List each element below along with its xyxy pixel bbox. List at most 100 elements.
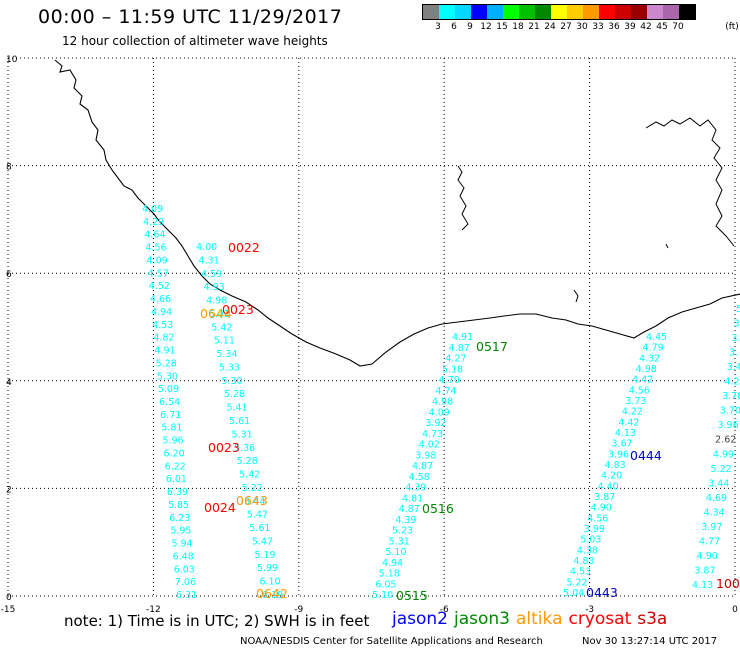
wave-height-value: 4.53 bbox=[152, 320, 173, 331]
legend-swatch bbox=[631, 5, 647, 19]
wave-height-value: 6.01 bbox=[166, 474, 187, 485]
wave-height-value: 6.54 bbox=[159, 397, 180, 408]
wave-height-value: 5.94 bbox=[171, 539, 192, 550]
longitude-tick-label: -15 bbox=[1, 605, 16, 615]
pass-time-label: 0644 bbox=[200, 306, 232, 321]
wave-height-value: 6.31 bbox=[176, 590, 197, 601]
wave-height-value: 4.81 bbox=[402, 493, 423, 504]
legend-tick-label: 45 bbox=[656, 22, 668, 32]
page-subtitle: 12 hour collection of altimeter wave hei… bbox=[62, 34, 328, 48]
wave-height-value: 5.85 bbox=[168, 500, 189, 511]
pass-time-label: 0024 bbox=[204, 500, 236, 515]
wave-height-value: 3.73 bbox=[625, 396, 646, 407]
satellite-name: jason2 bbox=[392, 609, 448, 629]
wave-height-value: 4.64 bbox=[144, 230, 165, 241]
wave-height-value: 6.71 bbox=[160, 410, 181, 421]
wave-height-value: 5.61 bbox=[229, 416, 250, 427]
wave-height-value: 5.96 bbox=[162, 436, 183, 447]
wave-height-value: 3.92 bbox=[425, 418, 446, 429]
wave-height-value: 5.04 bbox=[563, 588, 584, 599]
longitude-tick-label: -12 bbox=[146, 605, 161, 615]
wave-height-value: 6.48 bbox=[173, 551, 194, 562]
latitude-tick-label: 10 bbox=[6, 55, 18, 65]
wave-height-value: 4.34 bbox=[704, 507, 725, 518]
wave-height-value: 5.95 bbox=[170, 526, 191, 537]
wave-height-value: 5.42 bbox=[239, 470, 260, 481]
wave-height-value: 6.20 bbox=[164, 448, 185, 459]
wave-height-value: 4.09 bbox=[147, 255, 168, 266]
color-legend: 3 6 9 12 15 18 21 24 27 30 33 36 39 42 45 70 (ft) bbox=[422, 4, 739, 34]
wave-height-value: 5.10 bbox=[372, 590, 393, 601]
wave-height-value: 4.87 bbox=[399, 504, 420, 515]
wave-height-value: 5.18 bbox=[379, 569, 400, 580]
wave-height-value: 5.19 bbox=[254, 550, 275, 561]
legend-swatch bbox=[439, 5, 455, 19]
wave-height-value: 5.47 bbox=[247, 510, 268, 521]
wave-height-value: 6.22 bbox=[165, 461, 186, 472]
wave-height-value: 4.29 bbox=[143, 217, 164, 228]
legend-swatch bbox=[519, 5, 535, 19]
wave-height-value: 5.23 bbox=[392, 526, 413, 537]
wave-height-value: 4.58 bbox=[409, 472, 430, 483]
wave-height-value: 5.28 bbox=[237, 456, 258, 467]
legend-swatch bbox=[487, 5, 503, 19]
pass-time-label: 0515 bbox=[396, 588, 428, 603]
wave-height-value: 4.74 bbox=[435, 386, 456, 397]
coastline-island-b bbox=[645, 117, 735, 247]
wave-height-value: 3.44 bbox=[708, 478, 729, 489]
wave-height-value: 3.43 bbox=[727, 362, 740, 373]
credit-line: NOAA/NESDIS Center for Satellite Applica… bbox=[240, 636, 543, 647]
wave-height-value: 5.30 bbox=[221, 376, 242, 387]
wave-height-value: 4.87 bbox=[412, 461, 433, 472]
wave-height-value: 5.10 bbox=[385, 547, 406, 558]
wave-height-value: 6.10 bbox=[259, 577, 280, 588]
wave-height-value: 3. bbox=[731, 333, 740, 344]
wave-height-value: 4.02 bbox=[419, 440, 440, 451]
wave-height-value: 4.98 bbox=[432, 397, 453, 408]
altimeter-tracks: 4.094.294.644.564.094.574.524.664.944.53… bbox=[142, 204, 740, 601]
longitude-tick-label: -3 bbox=[585, 605, 594, 615]
legend-tick-label: 12 bbox=[480, 22, 492, 32]
pass-time-label: 0516 bbox=[422, 501, 454, 516]
wave-height-value: 5.03 bbox=[580, 535, 601, 546]
legend-swatch bbox=[423, 5, 439, 19]
wave-height-value: 3. bbox=[729, 348, 738, 359]
wave-height-value: 5.18 bbox=[442, 364, 463, 375]
legend-tick-label: 30 bbox=[576, 22, 588, 32]
wave-height-value: 4.39 bbox=[395, 515, 416, 526]
wave-height-value: 4.83 bbox=[573, 556, 594, 567]
wave-height-value: 4.98 bbox=[206, 296, 227, 307]
wave-height-value: 4.79 bbox=[643, 343, 664, 354]
wave-height-value: 4.39 bbox=[405, 483, 426, 494]
wave-height-value: 3.87 bbox=[594, 492, 615, 503]
wave-height-value: 4.66 bbox=[150, 294, 171, 305]
wave-height-value: 4.93 bbox=[204, 282, 225, 293]
wave-height-value: 4.56 bbox=[629, 385, 650, 396]
wave-height-value: 4.32 bbox=[639, 353, 660, 364]
wave-height-value: 4.52 bbox=[149, 281, 170, 292]
wave-height-value: 6.39 bbox=[167, 487, 188, 498]
wave-height-value: 4.09 bbox=[429, 407, 450, 418]
wave-height-value: 5.99 bbox=[257, 563, 278, 574]
wave-height-value: 3.87 bbox=[694, 565, 715, 576]
wave-height-value: 4.27 bbox=[445, 354, 466, 365]
wave-height-value: 5.28 bbox=[156, 358, 177, 369]
legend-tick-label: 42 bbox=[640, 22, 652, 32]
wave-height-value: 4.94 bbox=[151, 307, 172, 318]
wave-height-value: 3. bbox=[734, 319, 740, 330]
wave-height-value: 4.70 bbox=[439, 375, 460, 386]
coastline-island-d bbox=[665, 243, 669, 249]
legend-swatch bbox=[471, 5, 487, 19]
pass-time-label: 0642 bbox=[256, 586, 288, 601]
wave-height-value: 3.67 bbox=[611, 439, 632, 450]
wave-height-value: 5.36 bbox=[234, 443, 255, 454]
legend-tick-label: 21 bbox=[528, 22, 540, 32]
wave-height-value: 4.98 bbox=[636, 364, 657, 375]
wave-height-value: 6.03 bbox=[174, 564, 195, 575]
latitude-tick-label: 8 bbox=[6, 163, 12, 173]
wave-height-value: 3.70 bbox=[720, 406, 740, 417]
legend-tick-label: 3 bbox=[435, 22, 441, 32]
wave-height-value: 3.96 bbox=[608, 449, 629, 460]
wave-height-value: 5.42 bbox=[211, 322, 232, 333]
